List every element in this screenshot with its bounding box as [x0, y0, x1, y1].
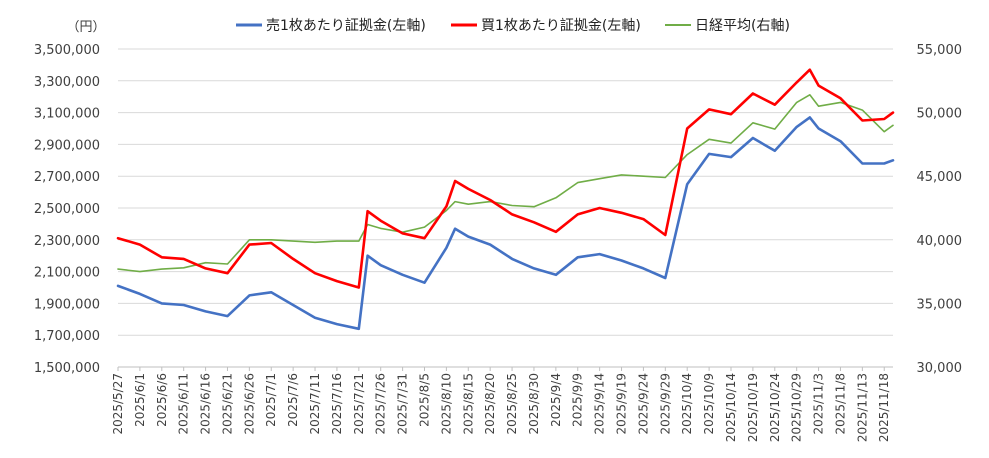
x-axis-tick-label: 2025/8/30 — [527, 373, 541, 435]
x-axis-tick-label: 2025/8/10 — [439, 373, 453, 435]
x-axis-tick-label: 2025/6/11 — [177, 373, 191, 435]
right-axis-tick-label: 50,000 — [917, 107, 963, 122]
x-axis-tick-label: 2025/7/26 — [374, 373, 388, 435]
left-axis-tick-label: 3,100,000 — [34, 107, 100, 122]
left-axis-tick-label: 2,300,000 — [34, 234, 100, 249]
left-axis-tick-label: 1,900,000 — [34, 297, 100, 312]
left-axis-tick-label: 1,700,000 — [34, 329, 100, 344]
series-line-2 — [116, 68, 895, 289]
series-line-3 — [117, 94, 894, 273]
left-axis-tick-label: 2,700,000 — [34, 170, 100, 185]
x-axis-tick-label: 2025/5/27 — [111, 373, 125, 435]
left-axis-tick-label: 2,500,000 — [34, 202, 100, 217]
left-axis-tick-label: 3,500,000 — [34, 43, 100, 58]
legend-label-1: 売1枚あたり証拠金(左軸) — [266, 18, 426, 34]
x-axis-tick-label: 2025/6/6 — [155, 373, 169, 427]
x-axis-tick-label: 2025/9/29 — [658, 373, 672, 435]
right-axis-tick-label: 45,000 — [917, 170, 963, 185]
legend-label-2: 買1枚あたり証拠金(左軸) — [481, 18, 641, 34]
x-axis-tick-label: 2025/7/21 — [352, 373, 366, 435]
x-axis-tick-label: 2025/8/15 — [461, 373, 475, 435]
left-axis-tick-label: 2,900,000 — [34, 138, 100, 153]
right-axis-tick-label: 30,000 — [917, 361, 963, 376]
x-axis-tick-label: 2025/10/19 — [746, 373, 760, 442]
x-axis-tick-label: 2025/11/13 — [855, 373, 869, 442]
x-axis-tick-label: 2025/11/18 — [877, 373, 891, 442]
x-axis-tick-label: 2025/9/9 — [571, 373, 585, 427]
x-axis-tick-label: 2025/8/20 — [483, 373, 497, 435]
x-axis-tick-label: 2025/9/19 — [615, 373, 629, 435]
x-axis-tick-label: 2025/7/31 — [396, 373, 410, 435]
x-axis-tick-label: 2025/10/9 — [702, 373, 716, 435]
x-axis-tick-label: 2025/7/1 — [264, 373, 278, 427]
x-axis-tick-label: 2025/9/14 — [593, 373, 607, 435]
right-axis-tick-label: 40,000 — [917, 234, 963, 249]
right-axis-tick-label: 55,000 — [917, 43, 963, 58]
x-axis-tick-label: 2025/7/16 — [330, 373, 344, 435]
x-axis-tick-label: 2025/6/21 — [220, 373, 234, 435]
x-axis-tick-label: 2025/8/25 — [505, 373, 519, 435]
x-axis-tick-label: 2025/10/4 — [680, 373, 694, 435]
x-axis-tick-label: 2025/9/4 — [549, 373, 563, 427]
unit-label: （円） — [66, 20, 105, 35]
right-axis-tick-label: 35,000 — [917, 297, 963, 312]
x-axis-tick-label: 2025/10/14 — [724, 373, 738, 442]
x-axis-tick-label: 2025/11/3 — [812, 373, 826, 435]
x-axis-tick-label: 2025/6/1 — [133, 373, 147, 427]
x-axis-tick-label: 2025/7/6 — [286, 373, 300, 427]
legend-label-3: 日経平均(右軸) — [695, 18, 790, 34]
x-axis-tick-label: 2025/6/16 — [199, 373, 213, 435]
x-axis-tick-label: 2025/6/26 — [242, 373, 256, 435]
left-axis-tick-label: 3,300,000 — [34, 75, 100, 90]
left-axis-tick-label: 2,100,000 — [34, 266, 100, 281]
x-axis-tick-label: 2025/9/24 — [636, 373, 650, 435]
x-axis-tick-label: 2025/7/11 — [308, 373, 322, 435]
left-axis-tick-label: 1,500,000 — [34, 361, 100, 376]
x-axis-tick-label: 2025/11/8 — [833, 373, 847, 435]
series-line-1 — [116, 116, 895, 331]
x-axis-tick-label: 2025/10/24 — [768, 373, 782, 442]
x-axis-tick-label: 2025/10/29 — [790, 373, 804, 442]
x-axis-tick-label: 2025/8/5 — [417, 373, 431, 427]
